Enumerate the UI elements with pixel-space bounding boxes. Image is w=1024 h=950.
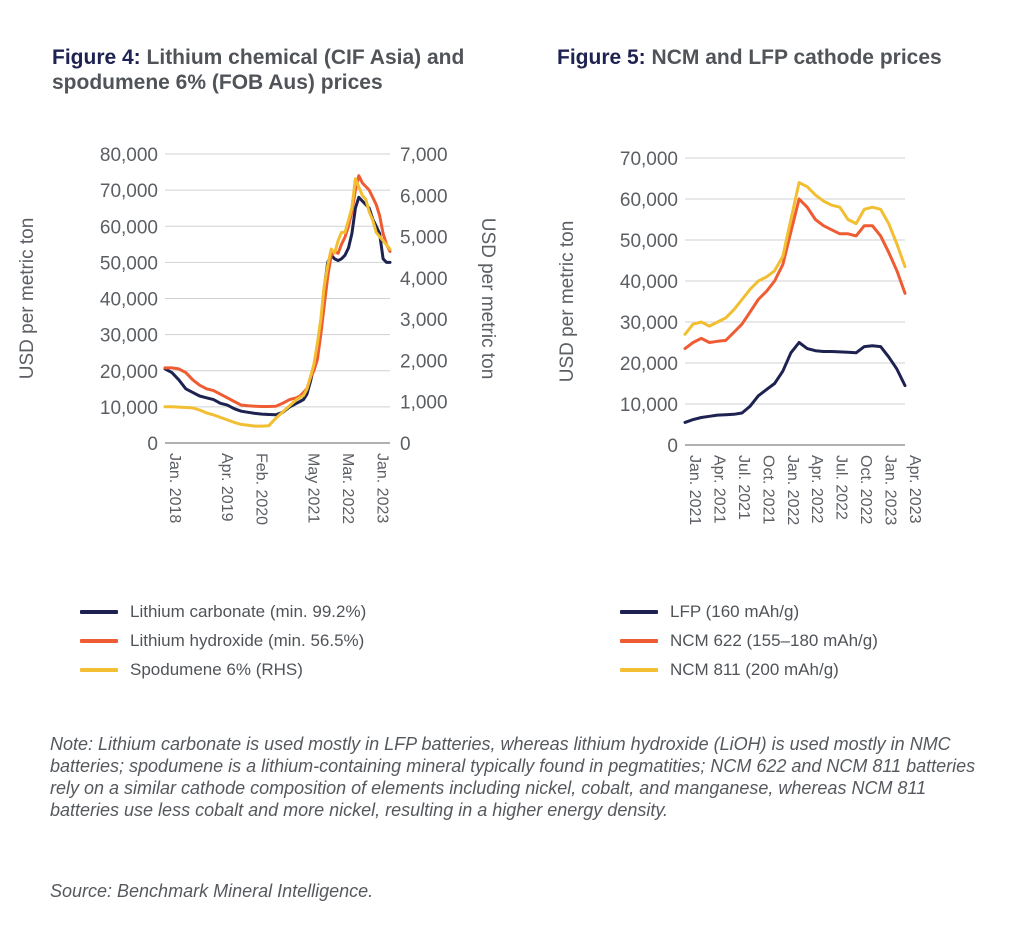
y2-tick-label: 7,000 <box>400 145 448 166</box>
x-tick-label: Apr. 2019 <box>218 453 235 522</box>
legend-item-ncm-622: NCM 622 (155–180 mAh/g) <box>620 626 878 655</box>
legend-swatch-lithium-carbonate <box>80 609 118 614</box>
series-line-lfp <box>683 341 907 424</box>
y-tick-label: 40,000 <box>620 272 678 293</box>
y-tick-label: 60,000 <box>100 217 158 238</box>
legend-swatch-lithium-hydroxide <box>80 638 118 643</box>
legend-item-lfp: LFP (160 mAh/g) <box>620 597 878 626</box>
legend-item-lithium-carbonate: Lithium carbonate (min. 99.2%) <box>80 597 366 626</box>
y-tick-label: 60,000 <box>620 190 678 211</box>
chart-note: Note: Lithium carbonate is used mostly i… <box>50 734 976 820</box>
y-tick-label: 0 <box>147 434 158 455</box>
legend-swatch-spodumene <box>80 667 118 672</box>
y-tick-label: 10,000 <box>620 395 678 416</box>
y-tick-label: 30,000 <box>100 326 158 347</box>
x-tick-label: Jan. 2023 <box>882 455 899 525</box>
legend-swatch-ncm-811 <box>620 667 658 672</box>
x-tick-label: Apr. 2023 <box>906 455 923 524</box>
figure-4-chart: 0 10,000 20,000 30,000 40,000 50,000 60,000 70,… <box>17 145 498 525</box>
series-line-spodumene-6- <box>163 177 392 428</box>
x-tick-label: Oct. 2021 <box>759 455 776 524</box>
y2-tick-label: 2,000 <box>400 351 448 372</box>
y2-tick-label: 5,000 <box>400 228 448 249</box>
figure-5-title-text: NCM and LFP cathode prices <box>651 46 942 69</box>
figure-5-title: Figure 5: NCM and LFP cathode prices <box>557 45 977 70</box>
y2-axis-label: USD per metric ton <box>477 218 498 380</box>
figure-5-number: Figure 5: <box>557 46 646 69</box>
y-axis-label: USD per metric ton <box>17 218 38 380</box>
x-tick-label: May 2021 <box>304 453 321 523</box>
legend-label-lithium-carbonate: Lithium carbonate (min. 99.2%) <box>130 601 367 621</box>
legend-item-ncm-811: NCM 811 (200 mAh/g) <box>620 655 878 684</box>
y2-tick-label: 3,000 <box>400 310 448 331</box>
y2-tick-label: 1,000 <box>400 393 448 414</box>
y-tick-label: 70,000 <box>620 149 678 170</box>
x-tick-label: Feb. 2020 <box>253 453 270 525</box>
y-tick-label: 40,000 <box>100 290 158 311</box>
y-tick-label: 70,000 <box>100 181 158 202</box>
x-tick-label: Oct. 2022 <box>857 455 874 524</box>
figure-4-legend: Lithium carbonate (min. 99.2%) Lithium h… <box>80 597 366 684</box>
figure-4-title: Figure 4: Lithium chemical (CIF Asia) an… <box>52 45 502 95</box>
legend-label-lithium-hydroxide: Lithium hydroxide (min. 56.5%) <box>130 630 365 650</box>
x-tick-label: Jan. 2018 <box>166 453 183 523</box>
figure-4-number: Figure 4: <box>52 46 141 69</box>
x-tick-label: Jul. 2022 <box>833 455 850 520</box>
y-tick-label: 30,000 <box>620 313 678 334</box>
legend-label-ncm-622: NCM 622 (155–180 mAh/g) <box>670 630 878 650</box>
y-tick-label: 10,000 <box>100 398 158 419</box>
y2-tick-label: 0 <box>400 434 411 455</box>
y-tick-label: 20,000 <box>620 354 678 375</box>
series-line-ncm-622 <box>683 197 907 351</box>
x-tick-label: Apr. 2021 <box>710 455 727 524</box>
chart-source: Source: Benchmark Mineral Intelligence. <box>50 881 374 901</box>
y2-tick-label: 4,000 <box>400 269 448 290</box>
y-axis-label: USD per metric ton <box>557 221 578 383</box>
figure-5-legend: LFP (160 mAh/g) NCM 622 (155–180 mAh/g) … <box>620 597 878 684</box>
legend-swatch-ncm-622 <box>620 638 658 643</box>
x-tick-label: Jan. 2021 <box>686 455 703 525</box>
legend-label-ncm-811: NCM 811 (200 mAh/g) <box>670 659 839 679</box>
legend-item-spodumene: Spodumene 6% (RHS) <box>80 655 366 684</box>
x-tick-label: Apr. 2022 <box>808 455 825 524</box>
legend-label-spodumene: Spodumene 6% (RHS) <box>130 659 303 679</box>
series-line-ncm-811 <box>683 181 907 336</box>
figure-5-chart: 0 10,000 20,000 30,000 40,000 50,000 60,000 70,… <box>557 149 923 525</box>
y-tick-label: 50,000 <box>100 253 158 274</box>
legend-label-lfp: LFP (160 mAh/g) <box>670 601 800 621</box>
y2-tick-label: 6,000 <box>400 186 448 207</box>
y-tick-label: 80,000 <box>100 145 158 166</box>
figure-4-title-text: Lithium chemical (CIF Asia) and spodumen… <box>52 46 465 94</box>
legend-swatch-lfp <box>620 609 658 614</box>
legend-item-lithium-hydroxide: Lithium hydroxide (min. 56.5%) <box>80 626 366 655</box>
x-tick-label: Jan. 2023 <box>374 453 391 523</box>
x-tick-label: Jan. 2022 <box>784 455 801 525</box>
y-tick-label: 50,000 <box>620 231 678 252</box>
y-tick-label: 0 <box>667 436 678 457</box>
x-tick-label: Mar. 2022 <box>339 453 356 524</box>
x-tick-label: Jul. 2021 <box>735 455 752 520</box>
y-tick-label: 20,000 <box>100 362 158 383</box>
